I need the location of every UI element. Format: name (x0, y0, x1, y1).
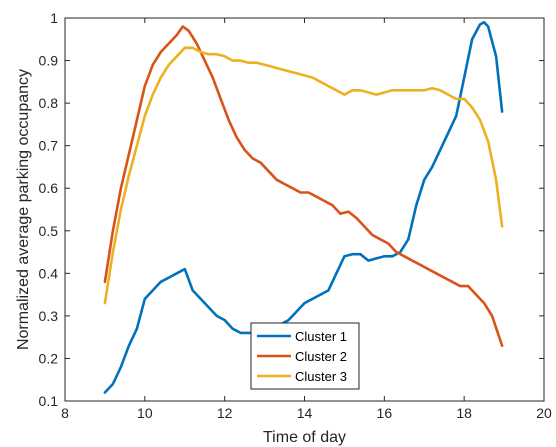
series-layer (103, 21, 504, 394)
y-tick-label: 0.8 (39, 95, 59, 111)
y-tick-label: 0.1 (39, 393, 59, 409)
x-axis-label: Time of day (263, 429, 346, 446)
y-tick-label: 0.2 (39, 350, 59, 366)
legend-label-1: Cluster 1 (295, 329, 347, 344)
x-tick-label: 20 (536, 405, 552, 421)
legend-box (250, 322, 360, 390)
series-line-1 (103, 21, 504, 394)
y-tick-label: 0.6 (39, 180, 59, 196)
x-tick-label: 8 (61, 405, 69, 421)
y-tick-label: 0.5 (39, 223, 59, 239)
y-axis-label: Normalized average parking occupancy (15, 69, 32, 350)
legend-label-2: Cluster 2 (295, 349, 347, 364)
x-tick-label: 12 (217, 405, 233, 421)
x-tick-label: 18 (456, 405, 472, 421)
x-tick-label: 16 (377, 405, 393, 421)
y-tick-label: 1 (50, 10, 58, 26)
series-line-2 (103, 25, 504, 347)
series-line-3 (103, 46, 504, 305)
y-tick-label: 0.7 (39, 138, 59, 154)
tick-layer: 8 10 12 14 16 18 20 0.1 0.2 0.3 0.4 0.5 0.6 0.7 0.8 0.9… (39, 10, 552, 421)
x-tick-label: 10 (137, 405, 153, 421)
y-tick-label: 0.3 (39, 308, 59, 324)
y-tick-label: 0.9 (39, 53, 59, 69)
x-tick-label: 14 (297, 405, 313, 421)
y-tick-label: 0.4 (39, 265, 59, 281)
legend: Cluster 1 Cluster 2 Cluster 3 (250, 322, 360, 390)
legend-label-3: Cluster 3 (295, 369, 347, 384)
